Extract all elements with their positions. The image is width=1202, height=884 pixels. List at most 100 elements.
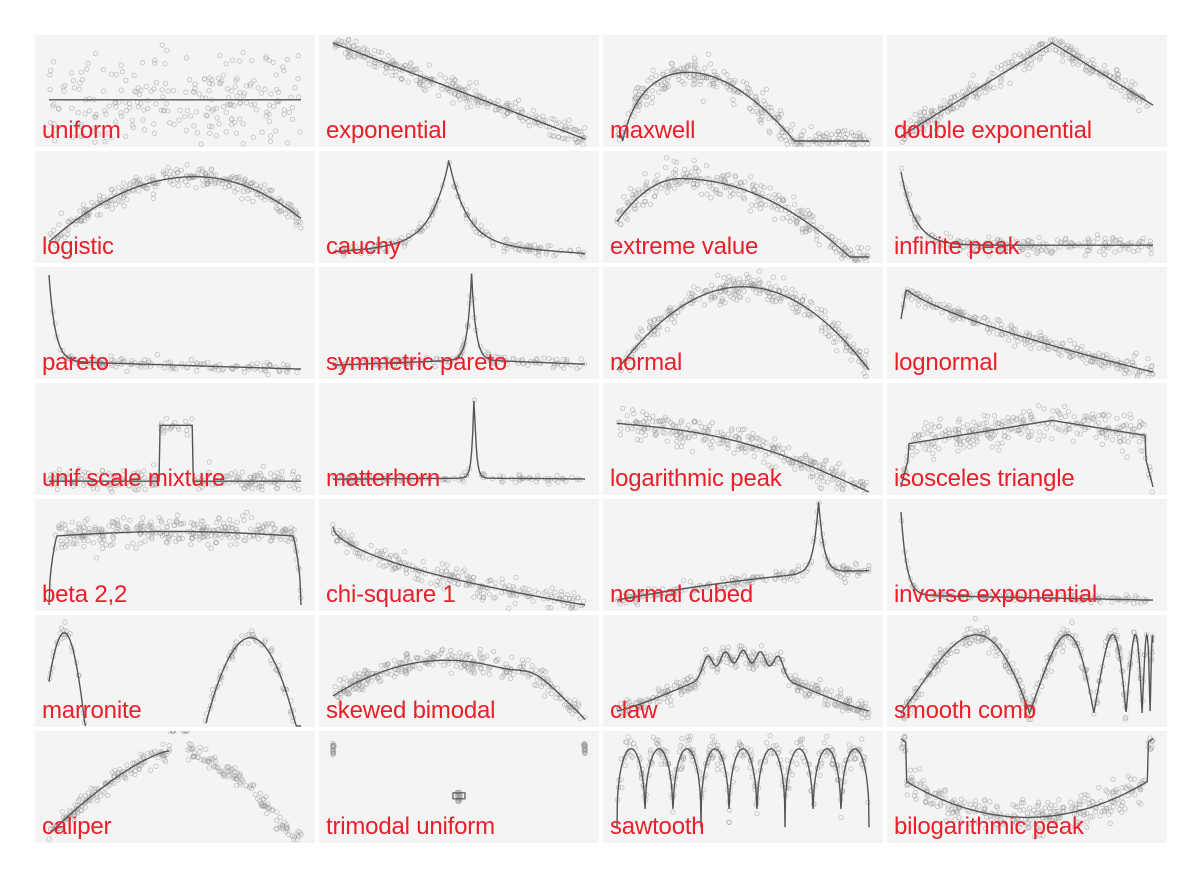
sample-point xyxy=(295,94,302,100)
sample-point xyxy=(153,101,159,107)
sample-point xyxy=(174,512,181,518)
sample-point xyxy=(665,417,671,424)
sample-point xyxy=(1090,415,1096,421)
sample-point xyxy=(853,561,860,568)
sample-point xyxy=(190,361,196,368)
sample-point xyxy=(930,117,936,123)
sample-point xyxy=(196,166,202,173)
sample-point xyxy=(1038,50,1044,57)
sample-point xyxy=(530,598,536,604)
sample-point xyxy=(923,420,929,426)
sample-point xyxy=(692,59,698,65)
sample-point xyxy=(616,126,622,132)
sample-point xyxy=(772,216,778,223)
sample-point xyxy=(966,251,972,257)
sample-point xyxy=(949,430,956,437)
sample-point xyxy=(152,183,158,190)
sample-point xyxy=(1086,247,1092,254)
sample-point xyxy=(634,436,641,443)
sample-point xyxy=(956,416,963,422)
sample-point xyxy=(48,481,54,488)
sample-point xyxy=(74,123,80,130)
panel-extreme-value: extreme value xyxy=(603,151,883,263)
sample-point xyxy=(192,81,198,87)
sample-point xyxy=(1009,59,1015,65)
sample-point xyxy=(973,436,979,442)
sample-point xyxy=(626,593,633,600)
sample-point xyxy=(183,418,189,425)
sample-point xyxy=(152,57,158,63)
sample-point xyxy=(864,252,870,259)
sample-point xyxy=(1023,61,1029,68)
sample-point xyxy=(498,107,504,114)
sample-point xyxy=(93,111,99,118)
sample-point xyxy=(745,434,751,440)
sample-point xyxy=(719,298,726,304)
sample-point xyxy=(120,515,127,521)
sample-point xyxy=(757,197,763,203)
sample-point xyxy=(196,91,202,97)
density-curve xyxy=(333,400,585,480)
sample-point xyxy=(780,568,787,575)
sample-point xyxy=(297,129,303,135)
sample-point xyxy=(580,142,586,147)
sample-point xyxy=(251,101,258,108)
sample-point xyxy=(163,101,170,107)
sample-point xyxy=(69,519,75,525)
sample-point xyxy=(807,457,813,463)
sample-point xyxy=(806,137,812,143)
panel-plot-normal-cubed xyxy=(614,500,872,608)
sample-point xyxy=(646,586,652,592)
sample-point xyxy=(731,450,737,456)
sample-point xyxy=(1058,427,1064,433)
sample-point xyxy=(80,202,87,208)
sample-point xyxy=(1069,591,1075,598)
sample-point xyxy=(1001,243,1007,249)
sample-point xyxy=(154,481,160,488)
sample-point xyxy=(267,138,274,145)
sample-point xyxy=(780,445,787,452)
sample-point xyxy=(907,118,914,124)
sample-point xyxy=(283,211,289,217)
sample-point xyxy=(142,538,148,544)
sample-point xyxy=(615,419,621,425)
panel-plot-marronite xyxy=(47,619,301,727)
sample-point xyxy=(781,275,787,281)
sample-point xyxy=(541,355,547,361)
sample-point xyxy=(171,121,177,128)
sample-point xyxy=(188,541,194,548)
panel-lognormal: lognormal xyxy=(887,267,1167,379)
sample-point xyxy=(124,524,130,531)
sample-point xyxy=(246,363,252,370)
sample-point xyxy=(822,315,829,321)
sample-point xyxy=(83,479,89,486)
sample-point xyxy=(204,180,210,187)
sample-point xyxy=(419,578,425,584)
sample-point xyxy=(353,540,359,547)
sample-point xyxy=(161,430,167,436)
sample-point xyxy=(552,589,558,596)
sample-point xyxy=(710,438,716,444)
sample-point xyxy=(986,234,992,240)
sample-point xyxy=(956,592,962,598)
sample-point xyxy=(793,305,799,311)
sample-point xyxy=(193,109,200,115)
sample-point xyxy=(651,428,657,434)
sample-point xyxy=(964,422,971,428)
sample-point xyxy=(899,139,905,145)
sample-point xyxy=(727,294,733,300)
sample-point xyxy=(681,174,687,181)
sample-point xyxy=(293,222,299,228)
sample-point xyxy=(150,195,156,202)
sample-point xyxy=(1025,428,1031,434)
sample-point xyxy=(615,208,622,215)
sample-point xyxy=(288,528,294,534)
sample-point xyxy=(361,477,367,483)
sample-point xyxy=(273,364,279,370)
sample-point xyxy=(1036,42,1043,48)
sample-point xyxy=(504,110,510,117)
sample-point xyxy=(402,355,408,361)
sample-point xyxy=(222,184,228,191)
sample-point xyxy=(151,121,157,127)
sample-point xyxy=(263,55,269,62)
